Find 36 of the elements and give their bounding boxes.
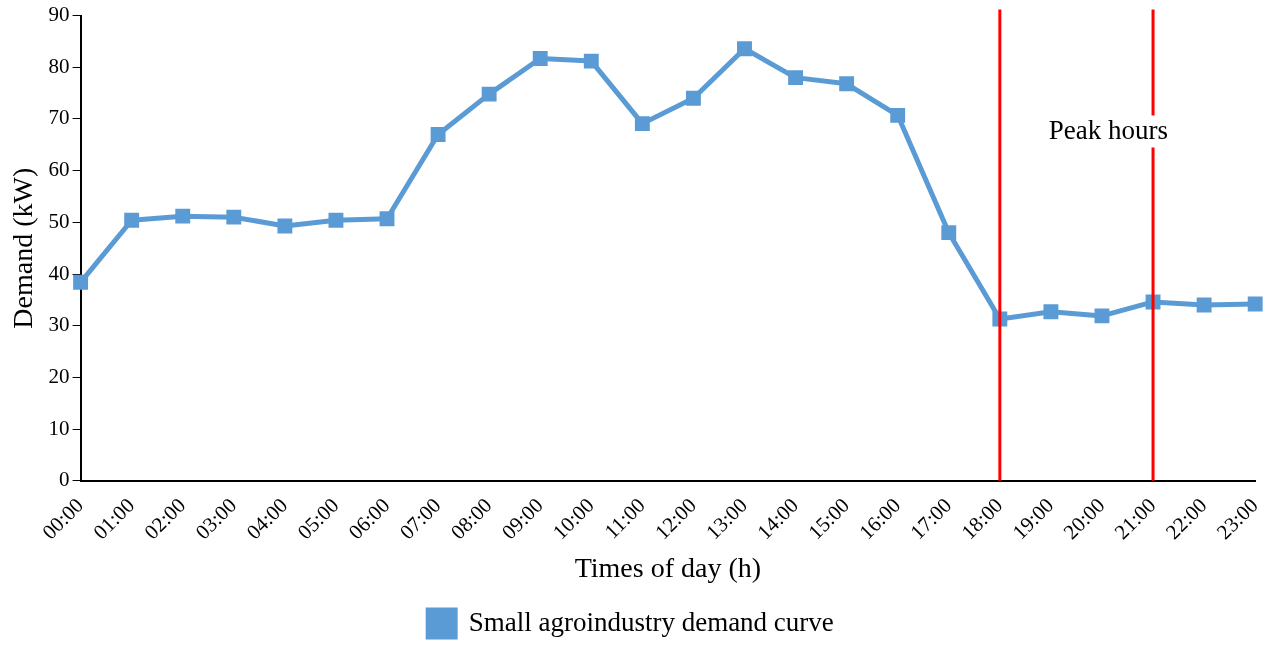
legend-label: Small agroindustry demand curve — [468, 606, 834, 637]
point — [277, 218, 293, 234]
annotation: Peak hours — [1048, 114, 1168, 145]
point — [634, 116, 650, 132]
point — [1043, 304, 1059, 320]
point — [890, 107, 906, 123]
y-tick-label: 50 — [48, 208, 70, 233]
point — [175, 208, 191, 224]
y-tick-label: 0 — [59, 467, 70, 492]
y-tick-label: 10 — [48, 415, 70, 440]
point — [430, 127, 446, 142]
y-tick-label: 20 — [48, 363, 70, 388]
y-axis-title: Demand (kW) — [7, 167, 39, 329]
point — [379, 211, 395, 227]
point — [839, 76, 855, 92]
y-tick-label: 60 — [48, 157, 70, 182]
point — [481, 86, 497, 102]
point — [73, 274, 89, 290]
point — [1094, 308, 1110, 324]
point — [941, 225, 957, 241]
point — [685, 90, 701, 106]
y-tick-label: 80 — [48, 53, 70, 78]
point — [583, 53, 599, 69]
y-tick-label: 40 — [48, 260, 70, 285]
y-tick-label: 30 — [48, 312, 70, 337]
point — [788, 70, 804, 86]
y-tick-label: 90 — [48, 2, 70, 27]
point — [532, 51, 548, 66]
y-tick-label: 70 — [48, 105, 70, 130]
x-axis-title: Times of day (h) — [574, 551, 762, 583]
point — [124, 212, 140, 228]
point — [226, 209, 242, 225]
point — [328, 212, 344, 228]
point — [737, 41, 752, 57]
point — [1247, 296, 1263, 312]
point — [1196, 297, 1212, 313]
